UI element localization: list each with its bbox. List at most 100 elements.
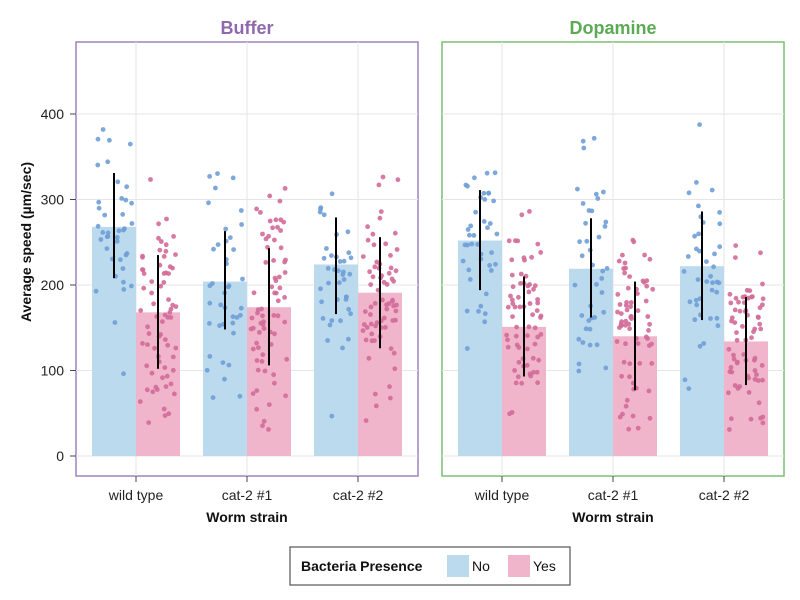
data-point-yes <box>531 286 536 292</box>
data-point-no <box>213 185 218 191</box>
data-point-no <box>329 413 335 419</box>
data-point-yes <box>368 312 373 317</box>
data-point-yes <box>515 374 521 380</box>
data-point-yes <box>148 177 153 182</box>
data-point-no <box>693 297 699 303</box>
data-point-yes <box>530 312 535 318</box>
legend-swatch-no <box>447 555 469 577</box>
data-point-yes <box>650 286 656 292</box>
data-point-yes <box>254 206 259 212</box>
data-point-yes <box>744 287 750 293</box>
data-point-yes <box>384 306 390 312</box>
data-point-yes <box>625 285 631 291</box>
data-point-no <box>93 288 99 294</box>
data-point-no <box>465 227 471 232</box>
data-point-no <box>239 222 245 227</box>
panel-dopamine: wild type cat-2 #1 cat-2 #2 Dopamine Worm … <box>441 18 785 525</box>
data-point-yes <box>622 260 628 266</box>
data-point-yes <box>151 301 157 307</box>
data-point-yes <box>248 326 254 332</box>
data-point-no <box>471 233 477 238</box>
data-point-yes <box>728 365 734 370</box>
data-point-yes <box>729 318 734 324</box>
data-point-no <box>105 234 111 239</box>
data-point-yes <box>273 290 279 296</box>
data-point-no <box>345 229 351 235</box>
data-point-yes <box>275 224 280 230</box>
data-point-no <box>601 189 606 195</box>
legend-label-no: No <box>472 558 490 574</box>
data-point-no <box>238 208 244 213</box>
data-point-yes <box>623 318 629 324</box>
data-point-yes <box>158 283 164 289</box>
data-point-no <box>694 180 699 185</box>
data-point-no <box>697 248 702 254</box>
data-point-yes <box>525 333 530 338</box>
data-point-no <box>112 320 118 325</box>
data-point-yes <box>758 326 764 332</box>
data-point-yes <box>391 350 397 356</box>
data-point-yes <box>163 384 169 389</box>
data-point-yes <box>389 276 395 282</box>
data-point-yes <box>617 325 622 330</box>
data-point-yes <box>393 268 399 274</box>
data-point-no <box>576 368 582 374</box>
data-point-yes <box>254 406 260 412</box>
data-point-yes <box>158 239 164 244</box>
data-point-no <box>600 268 606 274</box>
data-point-yes <box>372 264 378 270</box>
data-point-yes <box>374 259 380 265</box>
data-point-yes <box>527 301 533 306</box>
data-point-yes <box>514 324 519 330</box>
data-point-yes <box>144 387 150 393</box>
data-point-yes <box>173 304 179 309</box>
data-point-no <box>347 271 353 277</box>
data-point-no <box>95 223 101 229</box>
data-point-yes <box>628 300 634 305</box>
data-point-yes <box>758 250 763 256</box>
data-point-no <box>119 196 125 201</box>
data-point-no <box>127 141 133 147</box>
data-point-no <box>129 221 135 226</box>
data-point-yes <box>272 237 277 243</box>
data-point-no <box>492 170 498 176</box>
data-point-yes <box>386 270 392 276</box>
data-point-no <box>581 145 587 151</box>
data-point-no <box>594 282 599 287</box>
data-point-yes <box>272 331 277 337</box>
data-point-yes <box>373 323 378 329</box>
data-point-yes <box>154 387 160 392</box>
data-point-yes <box>365 224 370 230</box>
data-point-no <box>318 286 323 292</box>
data-point-yes <box>388 395 393 401</box>
data-point-yes <box>377 215 383 221</box>
data-point-yes <box>371 242 377 248</box>
data-point-yes <box>734 360 740 366</box>
data-point-no <box>465 242 470 248</box>
data-point-yes <box>390 297 395 303</box>
panel-buffer-x-axis-label: Worm strain <box>206 509 287 525</box>
data-point-no <box>207 300 213 306</box>
data-point-no <box>473 209 478 215</box>
data-point-no <box>320 316 326 321</box>
data-point-no <box>489 250 494 256</box>
data-point-yes <box>733 243 739 249</box>
data-point-yes <box>616 258 622 264</box>
data-point-yes <box>756 315 761 320</box>
data-point-yes <box>161 254 167 259</box>
data-point-no <box>327 322 333 328</box>
data-point-yes <box>760 420 766 426</box>
data-point-no <box>114 235 120 240</box>
data-point-no <box>114 239 120 244</box>
y-axis-ticks: 0 100 200 300 400 <box>41 106 76 464</box>
data-point-no <box>576 361 582 367</box>
data-point-yes <box>635 425 641 431</box>
data-point-yes <box>260 313 265 319</box>
data-point-yes <box>737 308 743 314</box>
data-point-no <box>577 239 582 245</box>
data-point-no <box>204 367 210 373</box>
data-point-yes <box>726 390 731 396</box>
data-point-yes <box>267 218 273 224</box>
data-point-no <box>481 190 487 196</box>
